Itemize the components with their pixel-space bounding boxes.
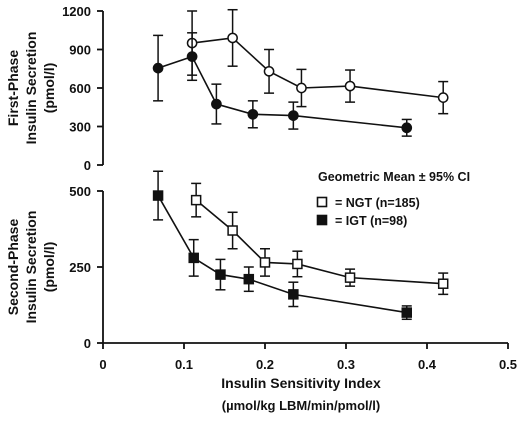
x-tick-label: 0.2 <box>256 357 274 372</box>
top-y-axis-title: First-Phase Insulin Secretion (pmol/l) <box>5 32 57 145</box>
data-point-igt <box>288 110 299 121</box>
data-point-ngt <box>344 272 356 283</box>
legend-marker-ngt <box>316 196 328 208</box>
x-tick-label: 0 <box>99 357 106 372</box>
data-point-igt <box>188 252 199 264</box>
bottom-line-igt <box>157 195 407 314</box>
top-axes: 0 300 600 900 1200 <box>62 4 104 173</box>
data-point-ngt <box>263 65 275 77</box>
data-point-ngt <box>292 258 303 270</box>
x-tick-label: 0.1 <box>175 357 193 372</box>
bottom-y-tick-label: 250 <box>69 260 91 275</box>
top-series <box>152 8 449 137</box>
legend-marker-igt <box>316 214 328 226</box>
data-point-igt <box>243 273 255 285</box>
top-y-tick-label: 600 <box>69 81 91 96</box>
data-point-igt <box>401 307 412 318</box>
data-point-igt <box>288 289 299 300</box>
data-point-ngt <box>190 194 202 206</box>
legend-title: Geometric Mean ± 95% CI <box>318 170 470 184</box>
legend-label-ngt: = NGT (n=185) <box>335 196 420 210</box>
top-y-tick-label: 900 <box>69 43 91 58</box>
top-y-tick-label: 0 <box>84 158 91 173</box>
data-point-igt <box>186 51 198 62</box>
data-point-ngt <box>296 82 307 94</box>
bottom-y-title-line: Second-Phase <box>5 219 21 316</box>
top-line-ngt <box>191 37 444 99</box>
data-point-ngt <box>437 278 449 289</box>
data-point-igt <box>152 62 164 74</box>
bottom-line-ngt <box>195 199 444 285</box>
top-y-title-line: First-Phase <box>5 50 21 126</box>
top-y-tick-label: 300 <box>69 120 91 135</box>
data-point-igt <box>152 190 164 201</box>
top-y-title-line: Insulin Secretion <box>23 32 39 145</box>
bottom-y-tick-label: 0 <box>84 336 91 351</box>
top-series-ngt <box>186 8 449 115</box>
top-y-title-line: (pmol/l) <box>41 63 57 114</box>
top-y-tick-label: 1200 <box>62 4 91 19</box>
data-point-ngt <box>259 257 271 268</box>
legend: Geometric Mean ± 95% CI = NGT (n=185) = … <box>316 170 470 228</box>
data-point-ngt <box>344 80 356 92</box>
data-point-ngt <box>227 225 238 236</box>
data-point-ngt <box>227 32 238 44</box>
x-axis-units: (µmol/kg LBM/min/pmol/l) <box>222 398 380 413</box>
bottom-series-ngt <box>190 182 449 296</box>
data-point-ngt <box>437 92 449 103</box>
data-point-igt <box>215 269 226 280</box>
x-axis-titles: Insulin Sensitivity Index (µmol/kg LBM/m… <box>221 375 381 413</box>
bottom-y-axis-title: Second-Phase Insulin Secretion (pmol/l) <box>5 211 57 324</box>
bottom-series-igt <box>152 170 412 321</box>
bottom-panel: Second-Phase Insulin Secretion (pmol/l) 0 2… <box>5 170 517 372</box>
top-line-igt <box>157 55 407 129</box>
bottom-y-title-line: Insulin Secretion <box>23 211 39 324</box>
bottom-y-title-line: (pmol/l) <box>41 242 57 293</box>
bottom-y-tick-label: 500 <box>69 184 91 199</box>
data-point-igt <box>247 108 259 120</box>
legend-label-igt: = IGT (n=98) <box>335 214 407 228</box>
top-panel: First-Phase Insulin Secretion (pmol/l) 0 30… <box>5 4 449 173</box>
x-tick-label: 0.4 <box>418 357 437 372</box>
data-point-igt <box>401 122 413 134</box>
x-tick-label: 0.3 <box>337 357 355 372</box>
x-axis-title: Insulin Sensitivity Index <box>221 375 381 391</box>
x-tick-label: 0.5 <box>499 357 517 372</box>
bottom-axes: 0 250 500 0 0.1 0.2 0.3 0.4 0.5 <box>69 184 517 372</box>
data-point-igt <box>211 98 222 110</box>
top-series-igt <box>152 32 413 137</box>
bottom-series <box>152 170 449 321</box>
